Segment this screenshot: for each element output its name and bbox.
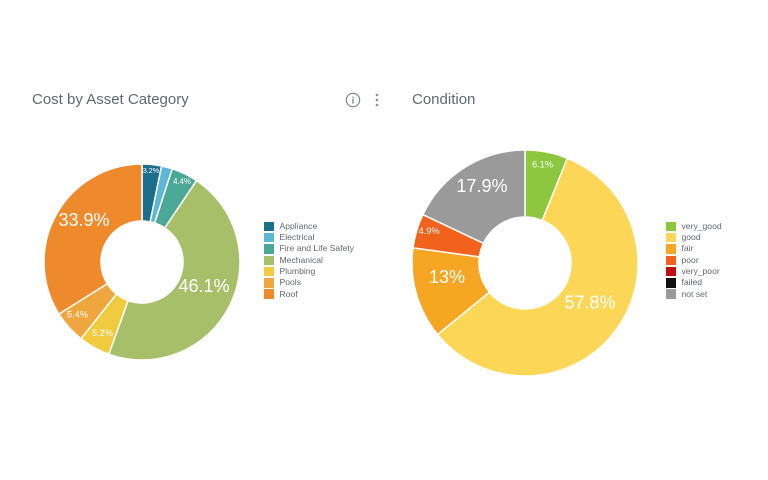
svg-text:57.8%: 57.8%: [564, 292, 615, 312]
svg-text:17.9%: 17.9%: [456, 176, 507, 196]
svg-text:13%: 13%: [429, 267, 465, 287]
svg-text:4.9%: 4.9%: [419, 226, 440, 236]
svg-text:46.1%: 46.1%: [178, 276, 229, 296]
svg-text:33.9%: 33.9%: [58, 210, 109, 230]
svg-text:3.2%: 3.2%: [143, 166, 160, 175]
svg-text:4.4%: 4.4%: [173, 177, 191, 186]
svg-text:5.4%: 5.4%: [67, 309, 88, 319]
svg-text:6.1%: 6.1%: [532, 160, 553, 170]
svg-text:5.2%: 5.2%: [92, 328, 113, 338]
